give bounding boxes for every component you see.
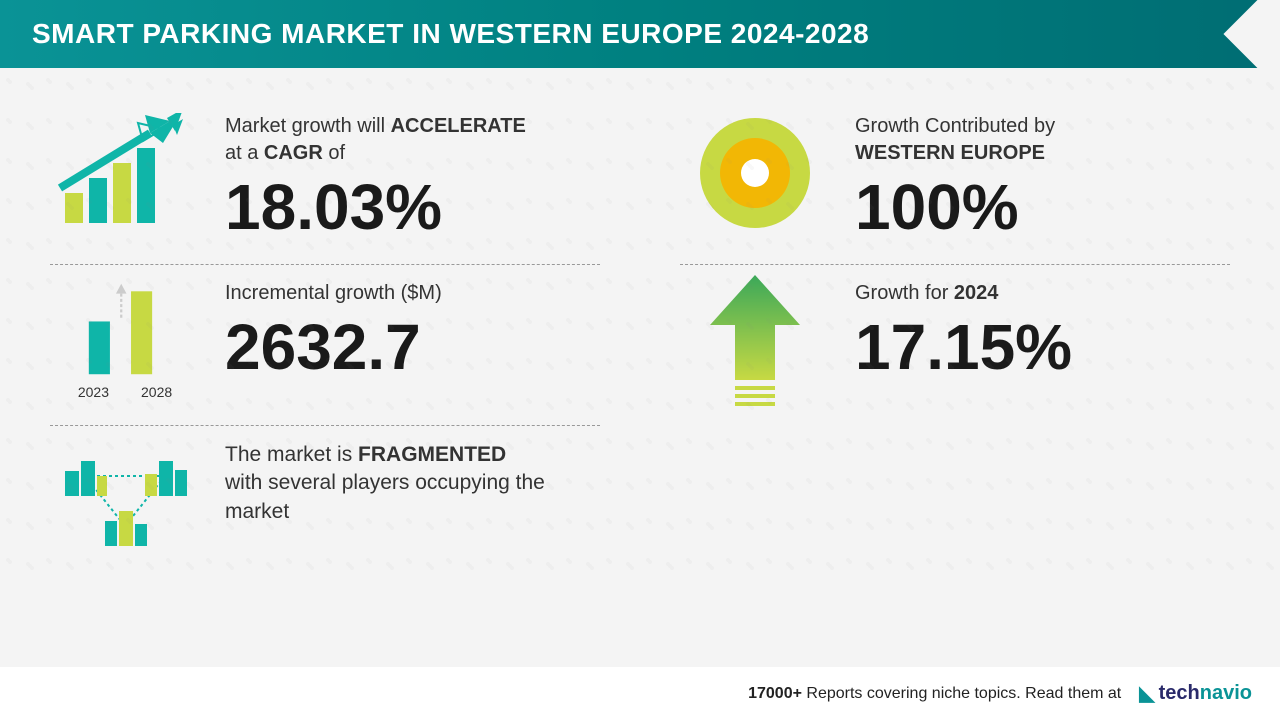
page-title: SMART PARKING MARKET IN WESTERN EUROPE 2… <box>32 18 1248 50</box>
cagr-label: Market growth will ACCELERATE at a CAGR … <box>225 113 600 167</box>
contribution-label: Growth Contributed by WESTERN EUROPE <box>855 113 1230 167</box>
panel-cagr: Market growth will ACCELERATE at a CAGR … <box>50 98 600 265</box>
incremental-value: 2632.7 <box>225 315 600 379</box>
panel-contribution: Growth Contributed by WESTERN EUROPE 100… <box>680 98 1230 265</box>
concentric-circle-icon <box>680 113 830 233</box>
panel-incremental: 2023 2028 Incremental growth ($M) 2632.7 <box>50 265 600 426</box>
panel-growth-2024: Growth for 2024 17.15% <box>680 265 1230 426</box>
buildings-network-icon <box>50 441 200 561</box>
footer-bar: 17000+ Reports covering niche topics. Re… <box>0 667 1280 720</box>
incremental-label: Incremental growth ($M) <box>225 280 600 307</box>
cagr-value: 18.03% <box>225 175 600 239</box>
growth-chart-icon <box>50 113 200 233</box>
technavio-logo: ◣technavio <box>1139 681 1252 706</box>
bar-labels: 2023 2028 <box>78 384 172 400</box>
growth2024-value: 17.15% <box>855 315 1230 379</box>
growth2024-label: Growth for 2024 <box>855 280 1230 307</box>
header-bar: SMART PARKING MARKET IN WESTERN EUROPE 2… <box>0 0 1280 68</box>
panel-fragmented: The market is FRAGMENTED with several pl… <box>50 426 600 586</box>
fragmented-label: The market is FRAGMENTED with several pl… <box>225 441 600 526</box>
contribution-value: 100% <box>855 175 1230 239</box>
footer-text: 17000+ Reports covering niche topics. Re… <box>748 685 1121 703</box>
content-grid: Market growth will ACCELERATE at a CAGR … <box>0 68 1280 586</box>
bar-comparison-icon: 2023 2028 <box>50 280 200 400</box>
logo-triangle-icon: ◣ <box>1139 681 1154 706</box>
up-arrow-icon <box>680 280 830 400</box>
